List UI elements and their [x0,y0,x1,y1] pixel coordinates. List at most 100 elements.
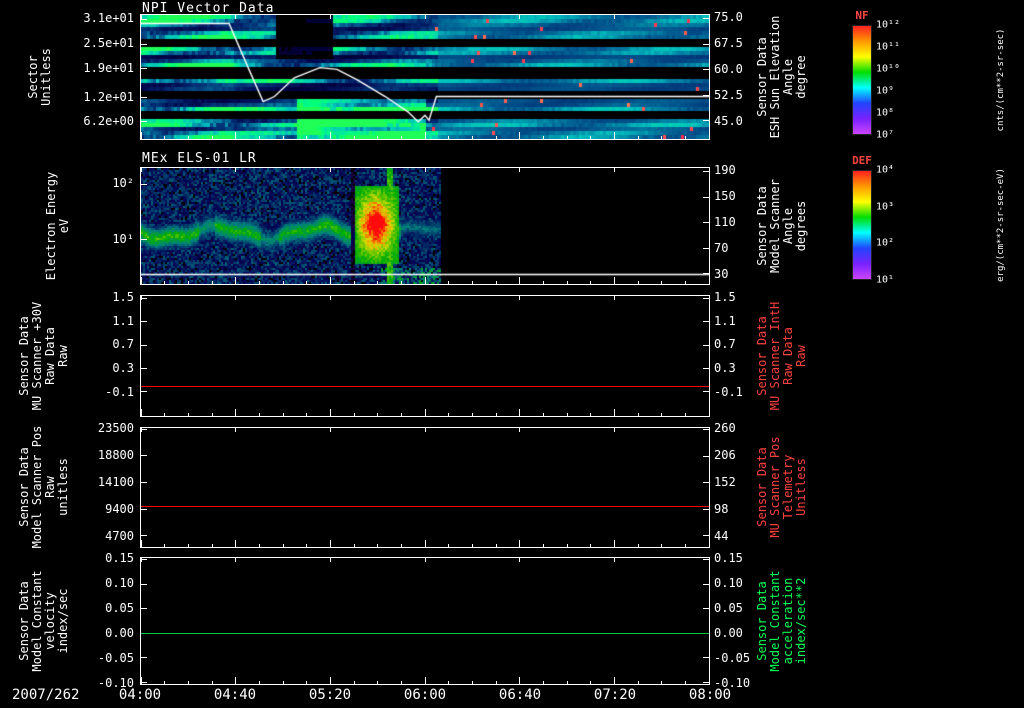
colorbar-tick-label: 10¹² [876,19,901,31]
axis-tick [377,281,379,284]
colorbar-def-ticks: 10⁴ 10³ 10² 10¹ [876,165,920,286]
colorbar-def [852,170,872,280]
y-tick-label: 75.0 [714,10,743,25]
axis-tick [519,409,521,416]
axis-tick [211,413,213,416]
model-constant-velocity-plot[interactable] [140,557,710,685]
y-tick-label: 0.00 [105,626,134,640]
y-tick-label: 0.10 [105,576,134,590]
axis-tick [400,281,402,284]
axis-label-line: index/sec**2 [794,577,808,665]
axis-tick [140,409,142,416]
axis-tick [141,583,147,585]
colorbar-nf [852,25,872,135]
colorbar-nf-ticks: 10¹² 10¹¹ 10¹⁰ 10⁹ 10⁸ 10⁷ [876,20,920,141]
axis-tick [703,321,709,323]
axis-tick [590,281,592,284]
y-tick-label: 0.7 [112,337,134,352]
axis-tick [471,681,473,684]
axis-tick [566,281,568,284]
axis-tick [703,583,709,585]
axis-tick [703,297,709,299]
axis-tick [471,413,473,416]
axis-tick [235,428,237,432]
axis-tick [708,15,710,19]
axis-tick [708,409,710,416]
y-tick-label: 190 [714,163,736,178]
axis-tick [703,368,709,369]
colorbar-tick-label: 10² [876,237,895,249]
axis-tick [519,132,521,139]
axis-tick [703,344,709,346]
axis-tick [495,281,497,284]
axis-tick [187,281,189,284]
axis-tick [140,540,142,547]
y-tick-label: 52.5 [714,88,743,103]
axis-tick [566,544,568,547]
axis-tick [424,558,426,562]
axis-tick [703,120,709,122]
axis-tick [141,657,147,659]
y-tick-label: 0.10 [714,576,743,590]
axis-tick [141,120,147,122]
axis-tick [235,540,237,547]
panel-title-els: MEx ELS-01 LR [142,151,257,166]
axis-tick [590,681,592,684]
axis-tick [306,281,308,284]
model-scanner-pos-plot[interactable] [140,427,710,548]
axis-tick [377,413,379,416]
y-ticks-right-p4: 260 206 152 98 44 [714,421,774,548]
axis-tick [519,15,521,19]
y-tick-label: 60.0 [714,62,743,77]
axis-tick [703,43,709,45]
y-tick-label: -0.1 [105,385,134,399]
colorbar-units-text: erg/(cm**2-sr-sec-eV) [996,168,1006,282]
axis-tick [353,281,355,284]
axis-tick [141,238,147,240]
y-tick-label: 0.3 [112,361,134,376]
axis-tick [448,681,450,684]
axis-tick [613,409,615,416]
axis-tick [495,544,497,547]
axis-tick [703,682,709,684]
axis-tick [661,681,663,684]
axis-tick [708,677,710,684]
axis-label-line: Raw [794,345,808,367]
axis-tick [377,681,379,684]
axis-tick [661,136,663,139]
axis-tick [566,681,568,684]
axis-tick [353,544,355,547]
y-tick-label: 23500 [97,420,134,435]
x-tick-label: 06:40 [498,687,542,703]
y-tick-label: 98 [714,502,729,516]
axis-tick [684,281,686,284]
axis-tick [353,136,355,139]
axis-tick [140,15,142,19]
colorbar-tick-label: 10¹⁰ [876,63,901,75]
axis-tick [703,508,709,510]
y-tick-label: 0.05 [105,601,134,615]
colorbar-tick-label: 10⁷ [876,129,895,141]
els-spectrogram-plot[interactable] [140,167,710,285]
panel-title-npi: NPI Vector Data [142,1,275,16]
axis-tick [613,677,615,684]
npi-spectrogram-plot[interactable] [140,14,710,140]
axis-tick [471,136,473,139]
axis-tick [400,413,402,416]
axis-tick [187,544,189,547]
axis-tick [703,273,709,275]
mu-scanner-30v-plot[interactable] [140,295,710,417]
axis-tick [637,281,639,284]
axis-tick [708,277,710,284]
axis-tick [448,544,450,547]
axis-tick [329,132,331,139]
axis-tick [164,136,166,139]
axis-tick [282,281,284,284]
axis-tick [661,544,663,547]
axis-tick [613,540,615,547]
axis-tick [141,508,147,510]
axis-tick [703,428,709,430]
axis-tick [141,482,147,484]
y-tick-label: 206 [714,448,736,462]
